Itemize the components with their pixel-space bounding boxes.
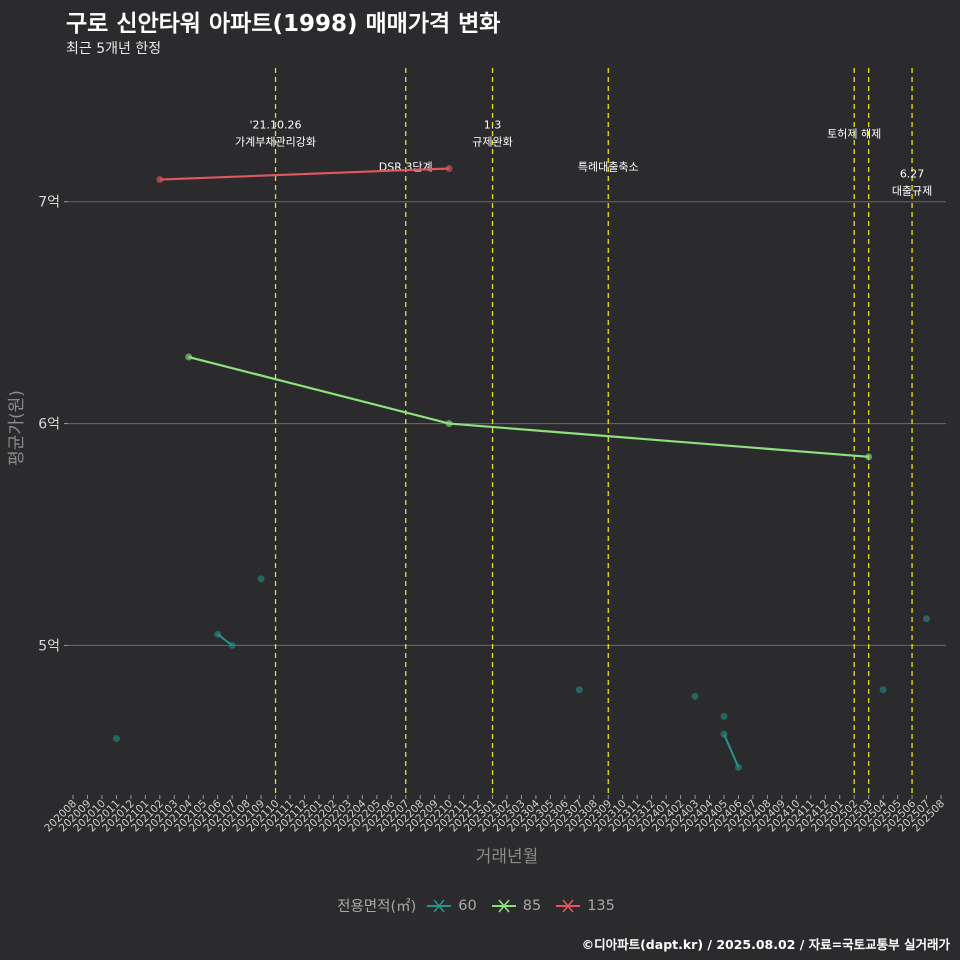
series-85-point-1 [445, 420, 453, 428]
series-60-point-9 [879, 686, 887, 694]
series-60-point-10 [923, 615, 931, 623]
legend-title: 전용면적(㎡) [337, 899, 417, 915]
series-60-point-6 [720, 712, 728, 720]
series-60-point-2 [228, 641, 236, 649]
series-85-point-2 [865, 453, 873, 461]
y-tick-label: 7억 [38, 195, 60, 211]
source-caption: ©디아파트(dapt.kr) / 2025.08.02 / 자료=국토교통부 실… [581, 937, 950, 952]
series-60-point-7 [720, 730, 728, 738]
legend-key-60-icon [427, 898, 452, 913]
y-tick-label: 6억 [38, 417, 60, 433]
legend-key-85-icon [491, 898, 516, 913]
legend-key-135-icon [556, 898, 581, 913]
series-60-point-1 [214, 630, 222, 638]
chart-subtitle: 최근 5개년 한정 [66, 41, 162, 57]
series-85-point-0 [185, 353, 193, 361]
series-60-point-0 [112, 735, 120, 743]
y-axis-title: 평균가(원) [7, 390, 27, 466]
legend-label-60: 60 [458, 897, 477, 914]
series-85-line [188, 355, 869, 458]
annotation-label-4: 토허제 해제 [827, 126, 881, 140]
annotation-label-2: 1.3 [484, 119, 502, 132]
legend-item-135: 135 [555, 897, 615, 915]
annotation-label-3: 특례대출축소 [578, 161, 639, 174]
legend: 전용면적(㎡) 60 85 135 [0, 895, 960, 916]
legend-label-135: 135 [587, 897, 615, 914]
series-60-point-4 [575, 686, 583, 694]
y-tick-label: 5억 [38, 638, 60, 654]
series-60-point-5 [691, 692, 699, 700]
annotation-label-2: 규제완화 [472, 136, 512, 149]
legend-label-85: 85 [522, 897, 542, 914]
series-60-point-3 [257, 575, 265, 583]
legend-item-60: 60 [426, 897, 477, 915]
x-axis-title: 거래년월 [476, 847, 539, 867]
annotation-label-0: 가계부채관리강화 [235, 136, 316, 149]
legend-item-85: 85 [491, 897, 541, 915]
annotation-label-6: 6.27 [900, 167, 925, 180]
series-135-point-0 [156, 176, 164, 184]
chart-title: 구로 신안타워 아파트(1998) 매매가격 변화 [66, 11, 501, 37]
annotation-label-6: 대출규제 [892, 184, 932, 197]
series-135-point-1 [445, 164, 453, 172]
series-60-point-8 [734, 763, 742, 771]
series-60-segment-1 [723, 733, 740, 768]
series-135-line [159, 167, 450, 181]
annotation-label-0: '21.10.26 [250, 119, 302, 132]
